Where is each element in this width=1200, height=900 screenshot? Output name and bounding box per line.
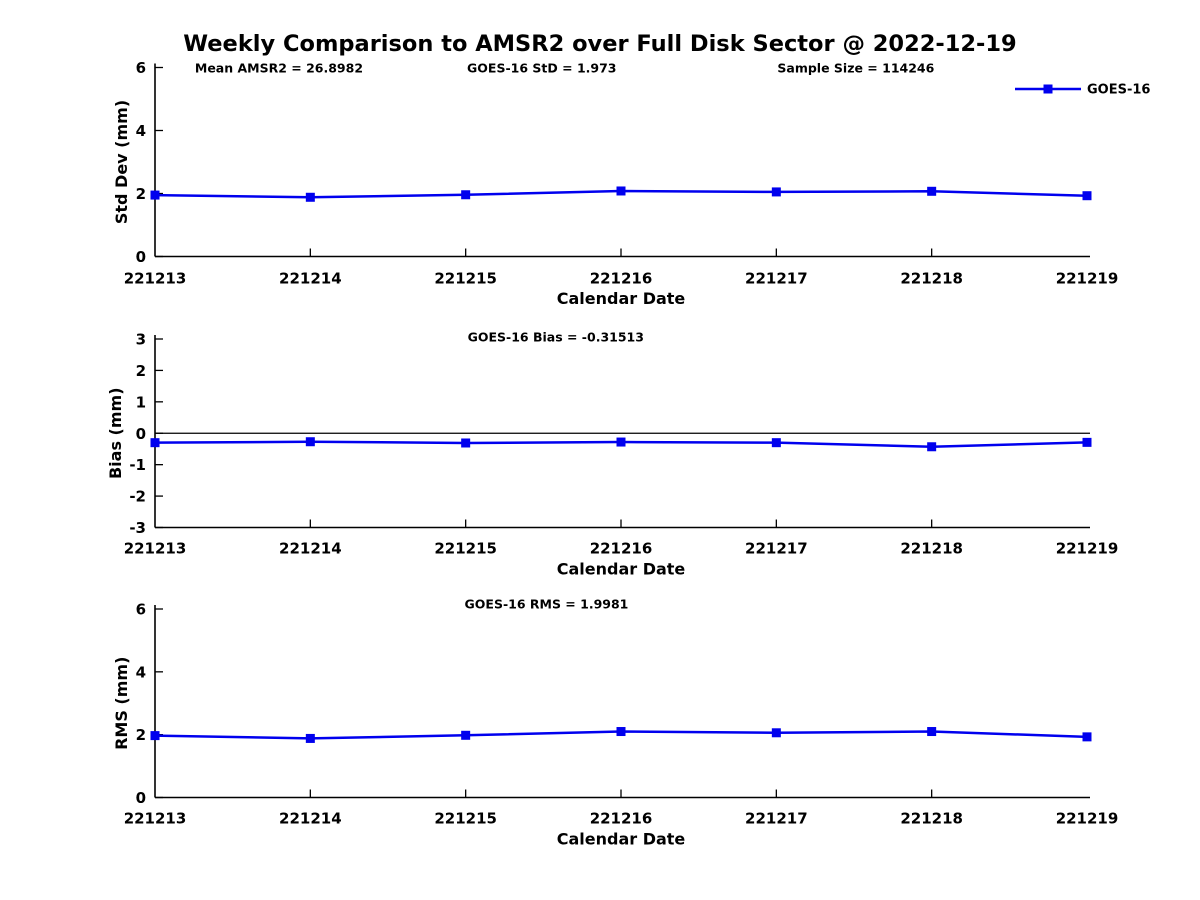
x-tick-label: 221216 <box>590 270 653 288</box>
data-point-marker <box>461 190 471 200</box>
x-tick-label: 221218 <box>900 540 963 558</box>
x-tick-label: 221213 <box>124 810 187 828</box>
legend: GOES-16 <box>1015 83 1150 98</box>
data-point-marker <box>771 438 781 448</box>
x-tick-label: 221219 <box>1056 540 1119 558</box>
y-tick-label: 0 <box>136 248 146 266</box>
legend-marker-icon <box>1043 84 1053 94</box>
y-tick-label: 0 <box>136 789 146 807</box>
rms-plot: 0 2 4 6 221213 221214 221215 221216 221217 221218… <box>112 597 1118 849</box>
y-tick-label: 4 <box>136 122 146 140</box>
y-tick-label: 6 <box>136 59 146 77</box>
data-point-marker <box>150 190 160 200</box>
x-tick-label: 221217 <box>745 270 808 288</box>
data-point-marker <box>771 728 781 738</box>
y-tick-label: 2 <box>136 185 146 203</box>
data-point-marker <box>927 186 937 196</box>
y-tick-label: -3 <box>129 519 146 537</box>
data-point-marker <box>461 438 471 448</box>
x-tick-label: 221215 <box>434 270 497 288</box>
annotation-text: Mean AMSR2 = 26.8982 <box>195 61 363 76</box>
x-axis-label: Calendar Date <box>557 560 686 579</box>
y-axis-label: Std Dev (mm) <box>112 100 131 224</box>
x-tick-label: 221219 <box>1056 270 1119 288</box>
x-tick-label: 221214 <box>279 540 342 558</box>
std-dev-plot: 0 2 4 6 221213 221214 221215 221216 221217 221218… <box>112 59 1150 308</box>
x-tick-label: 221216 <box>590 540 653 558</box>
data-point-marker <box>150 438 160 448</box>
x-tick-label: 221216 <box>590 810 653 828</box>
y-axis-label: Bias (mm) <box>106 387 125 479</box>
x-tick-label: 221214 <box>279 810 342 828</box>
data-point-marker <box>305 733 315 743</box>
x-axis-label: Calendar Date <box>557 289 686 308</box>
annotation-text: GOES-16 StD = 1.973 <box>467 61 616 76</box>
data-point-marker <box>305 192 315 202</box>
data-point-marker <box>616 727 626 737</box>
annotation-text: Sample Size = 114246 <box>777 61 934 76</box>
y-tick-label: -2 <box>129 488 146 506</box>
x-tick-label: 221214 <box>279 270 342 288</box>
data-point-marker <box>461 730 471 740</box>
data-point-marker <box>616 186 626 196</box>
legend-label: GOES-16 <box>1087 83 1150 98</box>
x-tick-label: 221215 <box>434 810 497 828</box>
x-tick-label: 221219 <box>1056 810 1119 828</box>
data-point-marker <box>305 437 315 447</box>
data-point-marker <box>771 187 781 197</box>
x-tick-label: 221217 <box>745 810 808 828</box>
y-tick-label: 2 <box>136 362 146 380</box>
data-point-marker <box>150 731 160 741</box>
data-point-marker <box>616 437 626 447</box>
y-tick-label: 4 <box>136 663 146 681</box>
data-point-marker <box>1082 191 1092 201</box>
chart-title: Weekly Comparison to AMSR2 over Full Dis… <box>183 31 1017 57</box>
y-tick-label: -1 <box>129 456 146 474</box>
annotation-text: GOES-16 Bias = -0.31513 <box>468 330 644 345</box>
y-tick-label: 1 <box>136 393 146 411</box>
data-point-marker <box>1082 437 1092 447</box>
data-point-marker <box>927 727 937 737</box>
data-point-marker <box>927 442 937 452</box>
data-point-marker <box>1082 732 1092 742</box>
x-tick-label: 221215 <box>434 540 497 558</box>
x-tick-label: 221217 <box>745 540 808 558</box>
y-tick-label: 3 <box>136 331 146 349</box>
x-tick-label: 221213 <box>124 270 187 288</box>
x-axis-label: Calendar Date <box>557 830 686 849</box>
bias-plot: 3 2 1 0 -1 -2 -3 221213 221214 221215 221216 221217… <box>106 330 1118 579</box>
y-tick-label: 2 <box>136 726 146 744</box>
y-axis-label: RMS (mm) <box>112 657 131 750</box>
x-tick-label: 221213 <box>124 540 187 558</box>
y-tick-label: 6 <box>136 601 146 619</box>
annotation-text: GOES-16 RMS = 1.9981 <box>465 597 629 612</box>
x-tick-label: 221218 <box>900 810 963 828</box>
y-tick-label: 0 <box>136 425 146 443</box>
x-tick-label: 221218 <box>900 270 963 288</box>
